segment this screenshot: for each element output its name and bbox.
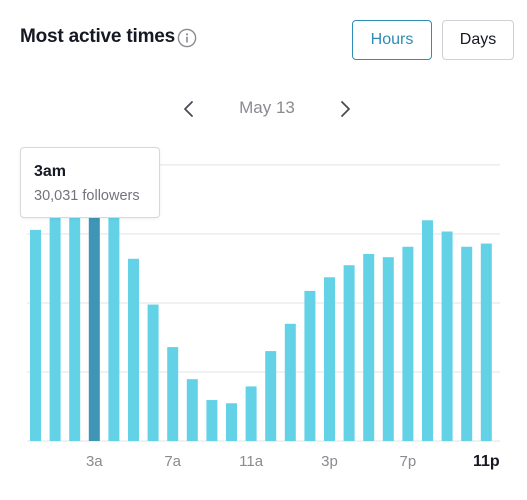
x-tick-label: 7a	[164, 453, 181, 470]
bar-hour-0[interactable]	[30, 229, 41, 441]
bar-hour-11[interactable]	[245, 386, 257, 441]
page-title: Most active times	[20, 26, 175, 47]
bar-hour-16[interactable]	[343, 265, 355, 441]
bar-hour-10[interactable]	[226, 403, 237, 441]
hourly-activity-chart: 3a 7a 11a 3p 7p 11p	[27, 164, 500, 470]
hours-toggle-button[interactable]: Hours	[352, 20, 432, 60]
tooltip-time: 3am	[34, 163, 67, 180]
bar-hour-13[interactable]	[284, 323, 296, 441]
x-tick-label: 3p	[321, 453, 338, 470]
info-circle-icon[interactable]	[177, 28, 197, 48]
chevron-left-icon[interactable]	[178, 98, 200, 120]
x-tick-label: 11p	[473, 453, 500, 470]
bar-hour-14[interactable]	[304, 290, 316, 441]
bar-hour-9[interactable]	[206, 400, 218, 441]
bar-hour-6[interactable]	[147, 304, 159, 441]
date-navigator: May 13	[0, 96, 527, 122]
chevron-right-icon[interactable]	[334, 98, 356, 120]
x-tick-label: 7p	[400, 453, 417, 470]
bar-hour-2[interactable]	[69, 203, 81, 441]
bar-hour-1[interactable]	[49, 214, 61, 441]
bar-hour-15[interactable]	[324, 277, 335, 441]
bar-hour-20[interactable]	[422, 220, 433, 441]
bar-hour-19[interactable]	[402, 246, 414, 441]
bar-hour-5[interactable]	[128, 258, 139, 441]
bar-hour-18[interactable]	[382, 257, 394, 441]
x-tick-label: 3a	[86, 453, 103, 470]
bar-hour-17[interactable]	[363, 253, 375, 441]
bar-hour-12[interactable]	[265, 351, 277, 441]
bar-hour-3[interactable]	[88, 199, 100, 441]
bar-tooltip: 3am 30,031 followers	[20, 147, 160, 218]
bar-hour-7[interactable]	[167, 347, 179, 441]
bar-hour-8[interactable]	[186, 379, 198, 441]
tooltip-value: 30,031 followers	[34, 188, 140, 204]
bar-hour-4[interactable]	[108, 216, 120, 441]
bar-hour-21[interactable]	[441, 231, 453, 441]
date-label: May 13	[239, 98, 295, 117]
days-toggle-button[interactable]: Days	[442, 20, 514, 60]
bar-hour-22[interactable]	[461, 246, 473, 441]
bar-hour-23[interactable]	[480, 243, 492, 441]
x-tick-label: 11a	[239, 453, 264, 470]
